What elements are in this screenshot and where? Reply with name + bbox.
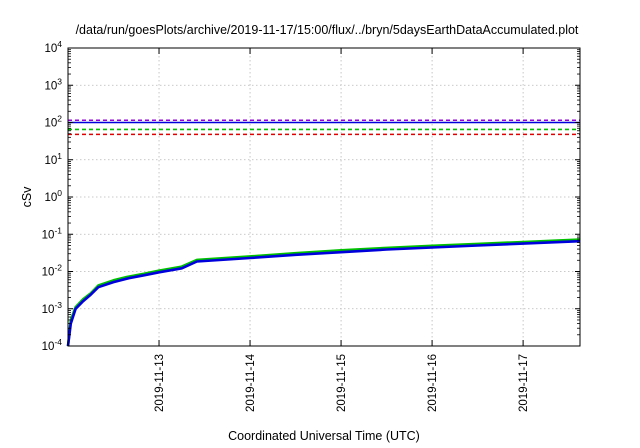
reference-lines [68, 119, 580, 136]
y-tick-label: 10-1 [42, 225, 63, 241]
x-tick-label: 2019-11-14 [245, 353, 257, 412]
y-tick-label: 10-2 [42, 263, 63, 279]
x-tick-label: 2019-11-13 [154, 354, 166, 412]
series-line [66, 238, 581, 347]
y-tick-label: 10-3 [42, 300, 63, 316]
x-axis-ticks: 2019-11-13 2019-11-14 2019-11-15 2019-11-16… [154, 48, 530, 412]
series-line [66, 239, 581, 347]
y-tick-label: 10-4 [42, 337, 63, 353]
y-tick-label: 100 [44, 188, 62, 204]
x-axis-label: Coordinated Universal Time (UTC) [228, 429, 420, 443]
x-tick-label: 2019-11-15 [336, 354, 348, 412]
y-tick-label: 104 [44, 39, 62, 55]
y-axis-ticks: 10-4 10-3 10-2 10-1 100 101 102 103 104 [42, 39, 580, 353]
y-axis-label: cSv [20, 186, 34, 208]
y-tick-label: 101 [44, 151, 62, 167]
grid [68, 48, 580, 346]
x-tick-label: 2019-11-17 [518, 354, 530, 412]
series-group [66, 238, 581, 347]
y-tick-label: 102 [44, 114, 62, 130]
y-tick-label: 103 [44, 76, 62, 92]
chart-title: /data/run/goesPlots/archive/2019-11-17/1… [76, 23, 579, 37]
x-tick-label: 2019-11-16 [427, 354, 439, 412]
